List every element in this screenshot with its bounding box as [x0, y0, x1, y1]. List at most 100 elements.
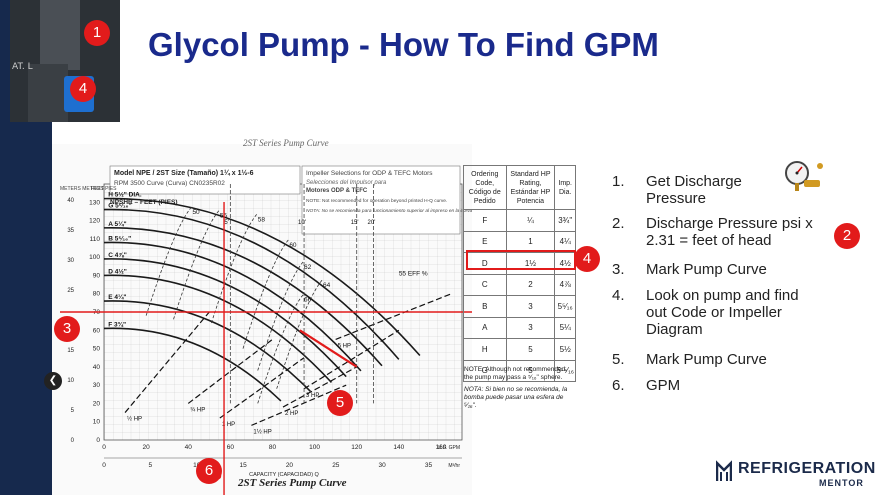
impeller-curve	[103, 227, 383, 367]
x-tick-gpm: 40	[185, 444, 193, 451]
impeller-curve-label: G 5⁵⁄₁₆"	[108, 203, 131, 210]
capacity-label: CAPACITY (CAPACIDAD) Q	[249, 472, 319, 478]
x-tick-m3: 5	[149, 462, 153, 469]
y-tick-m: 35	[67, 228, 74, 234]
y-tick-m: 40	[67, 198, 74, 204]
step-text: Mark Pump Curve	[646, 261, 767, 278]
x-tick-gpm: 0	[102, 444, 106, 451]
impeller-curve-label: E 4¼"	[108, 293, 126, 301]
y-tick-m: 15	[67, 348, 74, 354]
table-cell: 3	[505, 316, 556, 339]
impeller-sub1: Selecciones del Impulsor para	[306, 180, 387, 186]
table-row: A 3 5¼	[463, 316, 576, 339]
steps-list: 1. Get Discharge Pressure 2. Discharge Pre…	[612, 173, 827, 399]
table-row: G 5 5¹⁵⁄₁₆	[463, 359, 576, 382]
y-tick-ft: 10	[93, 419, 101, 426]
logo-mark-icon	[716, 460, 732, 481]
x-tick-m3: 35	[425, 462, 433, 469]
efficiency-label: 50	[192, 209, 200, 216]
hp-label: 1 HP	[222, 422, 235, 428]
efficiency-eff-label: 55 EFF %	[399, 270, 428, 277]
impeller-sub2: Motores ODP & TEFC	[306, 188, 368, 194]
thumbnail-label: AT. L	[12, 62, 33, 72]
step-number: 2.	[612, 215, 625, 232]
y-tick-ft: 30	[93, 382, 101, 389]
efficiency-label: 58	[258, 216, 266, 223]
feet-axis-label: FEET PIES	[91, 186, 117, 192]
y-tick-ft: 130	[89, 199, 100, 206]
efficiency-label: 64	[323, 282, 331, 289]
chart-model-text: Model NPE / 2ST Size (Tamaño) 1¼ x 1½-6	[114, 169, 254, 177]
table-cell: 5⁵⁄₁₆	[554, 295, 576, 318]
table-header-dia: Imp. Dia.	[554, 165, 576, 210]
badge-4-thumbnail: 4	[70, 76, 96, 102]
impeller-curve	[103, 208, 400, 360]
table-cell: 5½	[554, 338, 576, 361]
step-number: 4.	[612, 287, 625, 304]
logo-sub: MENTOR	[819, 478, 864, 488]
badge-4: 4	[574, 246, 600, 272]
impeller-curve	[103, 241, 362, 372]
table-header-code: Ordering Code, Código de Pedido	[463, 165, 507, 210]
step-text: Get Discharge Pressure	[646, 173, 742, 207]
badge-5: 5	[327, 390, 353, 416]
table-row: H 5 5½	[463, 338, 576, 361]
refrigeration-mentor-logo: REFRIGERATION MENTOR	[716, 458, 876, 490]
hp-label: ¾ HP	[190, 407, 205, 413]
table-cell: 4⅞	[554, 273, 576, 296]
efficiency-label: 62	[304, 264, 312, 271]
chart-header-box	[109, 165, 301, 195]
badge-6: 6	[196, 458, 222, 484]
y-tick-ft: 0	[96, 437, 100, 444]
efficiency-curve	[276, 278, 324, 389]
step-item: 5. Mark Pump Curve	[612, 351, 827, 373]
x-tick-gpm: 60	[227, 444, 235, 451]
pump-thumbnail: AT. L 1 4	[10, 0, 120, 122]
x-tick-gpm: 20	[143, 444, 151, 451]
efficiency-curve	[145, 205, 193, 316]
table-cell: 5¹⁵⁄₁₆	[554, 359, 576, 382]
table-row: C 2 4⅞	[463, 273, 576, 296]
badge-3: 3	[54, 316, 80, 342]
x-tick-gpm: 160	[436, 444, 447, 451]
pump-curve-svg: Model NPE / 2ST Size (Tamaño) 1¼ x 1½-6 R…	[60, 165, 483, 495]
slide-title: Glycol Pump - How To Find GPM	[148, 26, 659, 63]
efficiency-curve	[211, 212, 259, 324]
table-cell: 5	[505, 338, 556, 361]
x-tick-m3: 0	[102, 462, 106, 469]
step-item: 2. Discharge Pressure psi x 2.31 = feet o…	[612, 215, 827, 255]
hp-label: ½ HP	[127, 416, 142, 423]
efficiency-label: 60	[289, 242, 297, 249]
y-tick-ft: 110	[90, 236, 101, 243]
x-tick-gpm: 140	[393, 444, 404, 451]
pump-curve-chart: Model NPE / 2ST Size (Tamaño) 1¼ x 1½-6 R…	[52, 144, 483, 495]
x-tick-gpm: 120	[351, 444, 362, 451]
npsh-curve-label: 15'	[351, 220, 359, 226]
y-tick-m: 25	[67, 288, 74, 294]
pump-notes: NOTE: Although not recommended, the pump…	[464, 366, 576, 410]
efficiency-curve	[257, 293, 305, 404]
table-cell: 5¼	[554, 316, 576, 339]
pressure-gauge-icon	[785, 161, 823, 191]
impeller-curve	[103, 197, 421, 357]
hp-line	[282, 366, 357, 408]
impeller-curve	[103, 327, 282, 402]
step-number: 5.	[612, 351, 625, 368]
npsh-curve-label: 5'	[224, 220, 228, 226]
x-tick-m3: 25	[332, 462, 340, 469]
y-tick-ft: 40	[93, 364, 101, 371]
step-text: Discharge Pressure psi x 2.31 = feet of …	[646, 215, 813, 249]
hp-label: 1½ HP	[253, 428, 271, 435]
table-cell: A	[463, 316, 507, 339]
impeller-title: Impeller Selections for ODP & TEFC Motor…	[306, 170, 433, 177]
table-cell: H	[463, 338, 507, 361]
table-cell: 3¾"	[554, 209, 576, 232]
chart-note-1: NOTE: Not recommended for operation beyo…	[306, 198, 447, 204]
impeller-curve-label: B 5⁵⁄₁₆"	[108, 236, 131, 243]
table-row: B 3 5⁵⁄₁₆	[463, 295, 576, 318]
chevron-left-icon[interactable]: ❮	[44, 372, 62, 390]
step-item: 6. GPM	[612, 377, 827, 399]
efficiency-curve	[242, 238, 290, 349]
npsh-curve-label: 10'	[298, 220, 306, 226]
step-text: GPM	[646, 377, 681, 394]
